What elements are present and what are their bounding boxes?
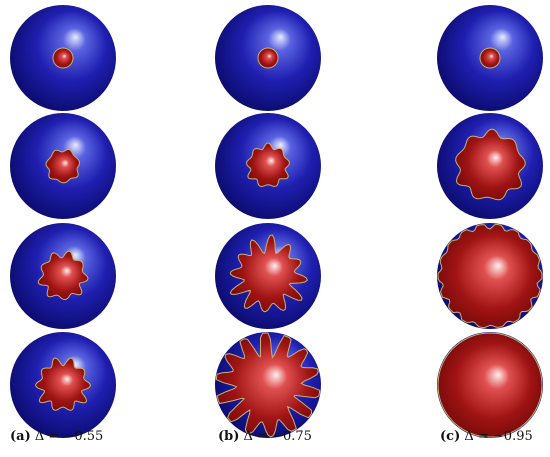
panel-label: (c) <box>440 429 460 444</box>
caption-b: (b) Δ = −0.75 <box>218 429 312 444</box>
panel-caption: Δ = −0.75 <box>244 429 312 444</box>
red-region <box>479 47 501 69</box>
red-region <box>437 223 543 329</box>
red-region <box>437 332 543 438</box>
panel-label: (b) <box>218 429 239 444</box>
red-region <box>215 332 321 438</box>
red-region <box>52 47 74 69</box>
panel-caption: Δ = −0.55 <box>35 429 103 444</box>
red-region <box>455 128 526 201</box>
red-region <box>229 234 308 313</box>
red-region <box>257 47 279 69</box>
red-region <box>246 142 290 188</box>
red-region <box>35 357 91 411</box>
spheres <box>10 5 543 438</box>
caption-c: (c) Δ = −0.95 <box>440 429 533 444</box>
caption-a: (a) Δ = −0.55 <box>10 429 103 444</box>
panel-label: (a) <box>10 429 31 444</box>
red-region <box>45 148 80 184</box>
panel-caption: Δ = −0.95 <box>464 429 532 444</box>
red-region <box>37 250 89 300</box>
